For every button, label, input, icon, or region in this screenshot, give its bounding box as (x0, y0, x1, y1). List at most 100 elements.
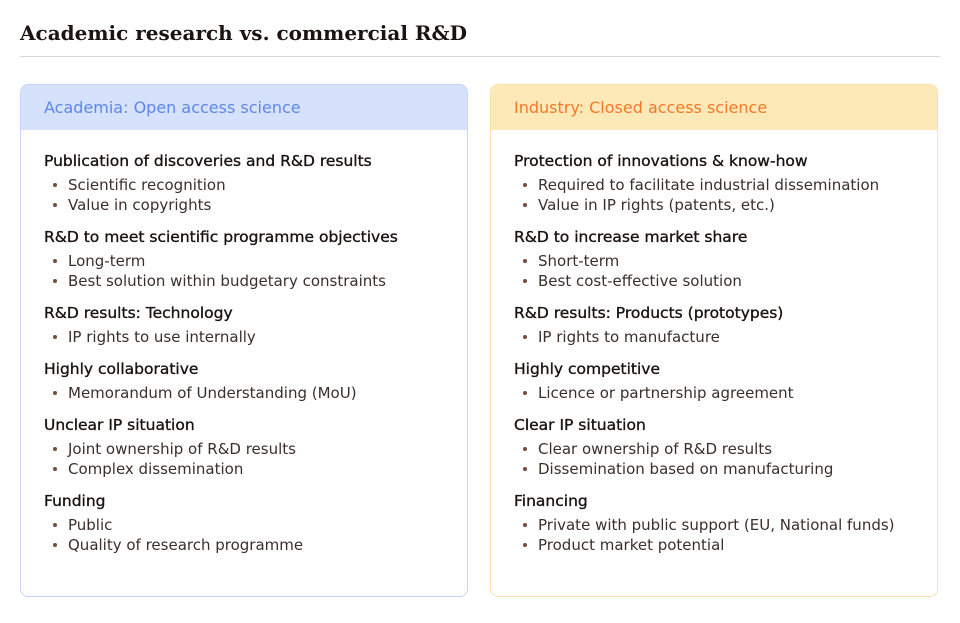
section-list: Memorandum of Understanding (MoU) (44, 383, 444, 403)
list-item-text: Private with public support (EU, Nationa… (538, 516, 895, 534)
industry-panel-header: Industry: Closed access science (491, 85, 937, 130)
section-title: Clear IP situation (514, 416, 646, 434)
bullet-icon (523, 391, 527, 395)
academia-section: Highly collaborative Memorandum of Under… (44, 357, 444, 403)
bullet-icon (523, 279, 527, 283)
list-item: Short-term (514, 251, 914, 271)
bullet-icon (53, 183, 57, 187)
list-item: IP rights to manufacture (514, 327, 914, 347)
list-item-text: Required to facilitate industrial dissem… (538, 176, 880, 194)
list-item-text: Memorandum of Understanding (MoU) (68, 384, 357, 402)
list-item: Dissemination based on manufacturing (514, 459, 914, 479)
academia-panel-header: Academia: Open access science (21, 85, 467, 130)
list-item-text: Quality of research programme (68, 536, 304, 554)
list-item-text: Short-term (538, 252, 620, 270)
bullet-icon (523, 203, 527, 207)
section-title: Publication of discoveries and R&D resul… (44, 152, 372, 170)
list-item-text: IP rights to use internally (68, 328, 256, 346)
industry-section: R&D results: Products (prototypes) IP ri… (514, 301, 914, 347)
bullet-icon (523, 447, 527, 451)
section-list: Short-term Best cost-effective solution (514, 251, 914, 291)
section-list: IP rights to use internally (44, 327, 444, 347)
academia-panel: Academia: Open access science Publicatio… (20, 84, 468, 597)
section-title: Funding (44, 492, 106, 510)
academia-panel-body: Publication of discoveries and R&D resul… (21, 130, 467, 555)
section-title: R&D results: Products (prototypes) (514, 304, 784, 322)
list-item: Product market potential (514, 535, 914, 555)
section-title: Highly collaborative (44, 360, 199, 378)
list-item-text: Licence or partnership agreement (538, 384, 794, 402)
section-title: Unclear IP situation (44, 416, 195, 434)
section-title: Protection of innovations & know-how (514, 152, 808, 170)
bullet-icon (523, 183, 527, 187)
section-title: Highly competitive (514, 360, 660, 378)
title-divider (20, 56, 940, 57)
bullet-icon (53, 279, 57, 283)
list-item-text: Value in copyrights (68, 196, 212, 214)
bullet-icon (523, 467, 527, 471)
section-list: Long-term Best solution within budgetary… (44, 251, 444, 291)
academia-section: Unclear IP situation Joint ownership of … (44, 413, 444, 479)
list-item-text: Long-term (68, 252, 146, 270)
section-list: Public Quality of research programme (44, 515, 444, 555)
industry-section: Financing Private with public support (E… (514, 489, 914, 555)
list-item: Complex dissemination (44, 459, 444, 479)
industry-panel-body: Protection of innovations & know-how Req… (491, 130, 937, 555)
list-item: Memorandum of Understanding (MoU) (44, 383, 444, 403)
list-item: Joint ownership of R&D results (44, 439, 444, 459)
bullet-icon (53, 467, 57, 471)
section-list: Joint ownership of R&D results Complex d… (44, 439, 444, 479)
page-title: Academic research vs. commercial R&D (20, 21, 467, 45)
list-item-text: Product market potential (538, 536, 725, 554)
section-list: Private with public support (EU, Nationa… (514, 515, 914, 555)
bullet-icon (53, 543, 57, 547)
academia-section: R&D results: Technology IP rights to use… (44, 301, 444, 347)
bullet-icon (53, 259, 57, 263)
bullet-icon (523, 259, 527, 263)
section-title: R&D to increase market share (514, 228, 748, 246)
list-item-text: Public (68, 516, 113, 534)
bullet-icon (53, 391, 57, 395)
section-list: Clear ownership of R&D results Dissemina… (514, 439, 914, 479)
industry-section: Clear IP situation Clear ownership of R&… (514, 413, 914, 479)
list-item: Required to facilitate industrial dissem… (514, 175, 914, 195)
list-item-text: Clear ownership of R&D results (538, 440, 773, 458)
bullet-icon (523, 523, 527, 527)
section-list: IP rights to manufacture (514, 327, 914, 347)
list-item-text: IP rights to manufacture (538, 328, 720, 346)
list-item-text: Joint ownership of R&D results (68, 440, 296, 458)
bullet-icon (53, 335, 57, 339)
list-item: Long-term (44, 251, 444, 271)
bullet-icon (523, 543, 527, 547)
section-list: Required to facilitate industrial dissem… (514, 175, 914, 215)
list-item-text: Value in IP rights (patents, etc.) (538, 196, 775, 214)
list-item: IP rights to use internally (44, 327, 444, 347)
list-item: Best solution within budgetary constrain… (44, 271, 444, 291)
section-list: Licence or partnership agreement (514, 383, 914, 403)
list-item: Best cost-effective solution (514, 271, 914, 291)
list-item: Scientific recognition (44, 175, 444, 195)
list-item: Value in copyrights (44, 195, 444, 215)
list-item: Private with public support (EU, Nationa… (514, 515, 914, 535)
section-title: Financing (514, 492, 588, 510)
section-title: R&D results: Technology (44, 304, 233, 322)
section-title: R&D to meet scientific programme objecti… (44, 228, 398, 246)
list-item-text: Dissemination based on manufacturing (538, 460, 834, 478)
list-item-text: Complex dissemination (68, 460, 244, 478)
industry-section: Highly competitive Licence or partnershi… (514, 357, 914, 403)
bullet-icon (53, 203, 57, 207)
bullet-icon (523, 335, 527, 339)
section-list: Scientific recognition Value in copyrigh… (44, 175, 444, 215)
academia-section: R&D to meet scientific programme objecti… (44, 225, 444, 291)
list-item-text: Best cost-effective solution (538, 272, 742, 290)
academia-section: Publication of discoveries and R&D resul… (44, 149, 444, 215)
list-item: Clear ownership of R&D results (514, 439, 914, 459)
list-item: Licence or partnership agreement (514, 383, 914, 403)
list-item: Public (44, 515, 444, 535)
industry-section: Protection of innovations & know-how Req… (514, 149, 914, 215)
bullet-icon (53, 523, 57, 527)
list-item: Value in IP rights (patents, etc.) (514, 195, 914, 215)
list-item: Quality of research programme (44, 535, 444, 555)
list-item-text: Best solution within budgetary constrain… (68, 272, 386, 290)
industry-section: R&D to increase market share Short-term … (514, 225, 914, 291)
